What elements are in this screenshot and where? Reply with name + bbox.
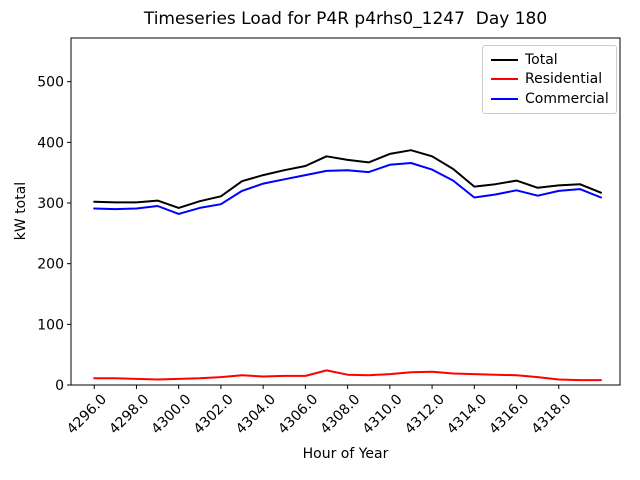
- legend-label-commercial: Commercial: [525, 91, 609, 108]
- x-tick-label: 4310.0: [360, 392, 406, 438]
- x-tick-label: 4298.0: [106, 392, 152, 438]
- x-tick-label: 4312.0: [402, 392, 448, 438]
- y-axis-label: kW total: [13, 181, 29, 241]
- y-tick-label: 100: [37, 317, 64, 333]
- legend: Total Residential Commercial: [482, 45, 617, 114]
- legend-label-residential: Residential: [525, 71, 603, 88]
- x-tick-label: 4300.0: [149, 392, 195, 438]
- y-tick-label: 400: [37, 135, 64, 151]
- y-tick-label: 500: [37, 75, 64, 91]
- x-tick-label: 4304.0: [233, 392, 279, 438]
- series-line-residential: [93, 369, 602, 382]
- x-tick-label: 4302.0: [191, 392, 237, 438]
- legend-line-swatch-commercial: [491, 98, 518, 101]
- legend-label-total: Total: [525, 51, 558, 68]
- legend-line-swatch-total: [491, 58, 518, 61]
- chart-title: Timeseries Load for P4R p4rhs0_1247 Day …: [143, 9, 548, 29]
- x-tick-label: 4314.0: [444, 392, 490, 438]
- y-tick-label: 0: [55, 378, 64, 394]
- axes-frame: [70, 37, 621, 386]
- x-tick-label: 4316.0: [486, 392, 532, 438]
- legend-item-commercial: Commercial: [491, 91, 609, 108]
- x-axis-label: Hour of Year: [302, 446, 389, 462]
- x-tick-label: 4296.0: [64, 392, 110, 438]
- series-line-commercial: [93, 162, 602, 215]
- legend-line-swatch-residential: [491, 78, 518, 81]
- y-tick-label: 300: [37, 196, 64, 212]
- x-tick-label: 4308.0: [317, 392, 363, 438]
- x-tick-label: 4318.0: [529, 392, 575, 438]
- legend-item-residential: Residential: [491, 71, 608, 87]
- legend-item-total: Total: [491, 52, 608, 68]
- x-tick-label: 4306.0: [275, 392, 321, 438]
- series-line-total: [93, 149, 602, 209]
- y-tick-label: 200: [37, 257, 64, 273]
